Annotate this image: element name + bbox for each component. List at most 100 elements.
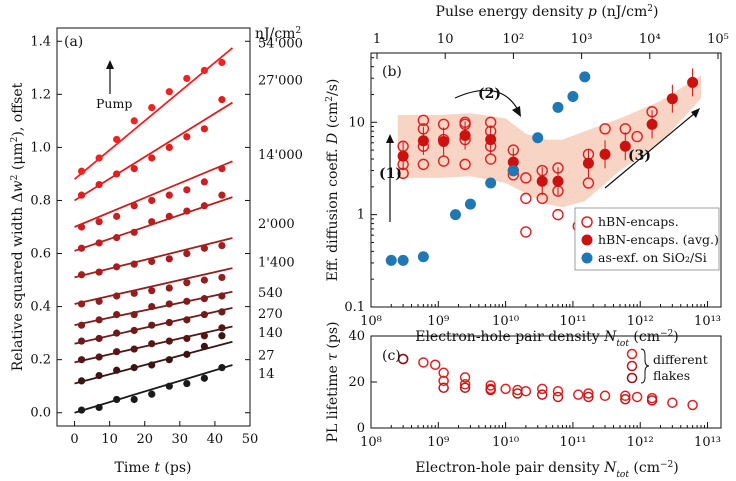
data-point [95,180,103,189]
data-point [165,255,173,263]
lifetime-point [573,389,584,400]
data-point [148,257,156,266]
data-point [218,273,226,282]
open-point [599,123,611,135]
data-point [165,337,173,345]
data-point [218,241,226,250]
panel-a: 0 10 20 30 40 50 0.0 0.2 0.4 0.6 0.8 1.0 1.2 1.4 14 2… [10,26,303,476]
lifetime-point [485,384,496,396]
data-point [183,249,191,258]
data-point [200,295,208,303]
data-point [95,371,103,380]
data-point [130,345,138,353]
energy-label: 54'000 [258,37,303,52]
right-axis-title: nJ/cm2 [255,26,301,42]
sio2-point [485,177,497,189]
open-point [417,114,430,127]
data-point [95,316,103,324]
sio2-point [552,101,564,113]
data-point [113,135,121,144]
data-point [200,202,208,210]
data-point [130,310,138,319]
y-tick-label: 1.0 [30,140,51,155]
sio2-point [397,254,409,266]
data-point [113,212,121,220]
legend-marker-avg [581,234,593,246]
lifetime-point [438,367,449,379]
data-point [113,366,121,374]
data-point [165,88,173,96]
x-tick-label: 10⁸ [360,314,382,329]
annotation-3: (3) [628,148,651,164]
annotation-1: (1) [379,166,402,182]
data-point [218,308,226,316]
data-point [183,133,191,141]
panel-a-ylabel: Relative squared width Δw2 (μm2), offset [10,82,26,371]
data-point [77,223,86,231]
y-tick-label: 1.2 [30,87,51,102]
data-point [77,377,86,385]
lifetime-point [536,389,548,400]
y-tick-label: 0 [357,421,365,436]
x-tick-label: 10¹² [627,314,654,329]
lifetime-point [667,397,678,408]
data-point [183,350,191,358]
avg-point [485,134,497,146]
energy-label: 140 [258,326,283,341]
y-tick-label: 0.8 [30,193,51,208]
legend-label-avg: hBN-encaps. (avg.) [598,232,719,247]
open-point [417,158,430,171]
data-point [130,326,138,335]
data-point [77,244,86,252]
x-tick-label: 10¹³ [694,314,721,329]
data-point [77,337,86,345]
y-tick-label: 0.1 [344,300,365,315]
x-tick-label: 50 [242,432,259,447]
data-point [183,186,191,194]
annotation-2-arrowhead [512,106,521,117]
data-point [113,170,121,178]
sio2-point [507,165,519,177]
lifetime-point [552,385,564,397]
x-tick-label: 10⁹ [427,314,449,329]
avg-point [666,93,678,105]
data-point [148,390,156,398]
data-point [148,321,156,329]
y-tick-label: 1 [357,208,365,223]
data-point [148,154,156,162]
data-point [148,340,156,348]
lifetime-point [583,388,594,399]
data-point [218,165,226,173]
top-tick-label: 10⁵ [707,32,729,47]
data-point [148,104,156,112]
data-point [130,228,138,236]
data-point [77,406,86,414]
y-tick-label: 40 [348,329,365,344]
avg-point [687,76,699,88]
avg-point [438,135,450,147]
lifetime-point [512,388,523,399]
x-tick-label: 10¹⁰ [492,435,519,450]
open-point [520,192,532,205]
lifetime-point [646,395,658,406]
avg-point [507,156,519,168]
open-point [582,177,595,189]
fit-line [74,160,233,228]
panel-b-ylabel: Eff. diffusion coeff. D (cm2/s) [325,79,341,282]
y-tick-label: 20 [348,375,365,390]
sio2-point [417,251,429,263]
data-point [95,334,103,343]
data-point [130,289,138,297]
legend-label-open: hBN-encaps. [598,214,679,229]
energy-label: 14 [258,367,275,382]
lifetime-point [552,391,564,403]
open-point [484,153,497,165]
y-tick-label: 1.4 [30,34,51,49]
avg-point [459,129,471,141]
data-point [113,292,121,300]
panel-c: 10⁸ 10⁹ 10¹⁰ 10¹¹ 10¹² 10¹³ 0 20 40 (c) Electro… [325,322,722,480]
sio2-point [579,71,591,83]
data-point [148,287,156,295]
panel-c-xlabel: Electron-hole pair density Ntot (cm−2) [415,460,679,480]
